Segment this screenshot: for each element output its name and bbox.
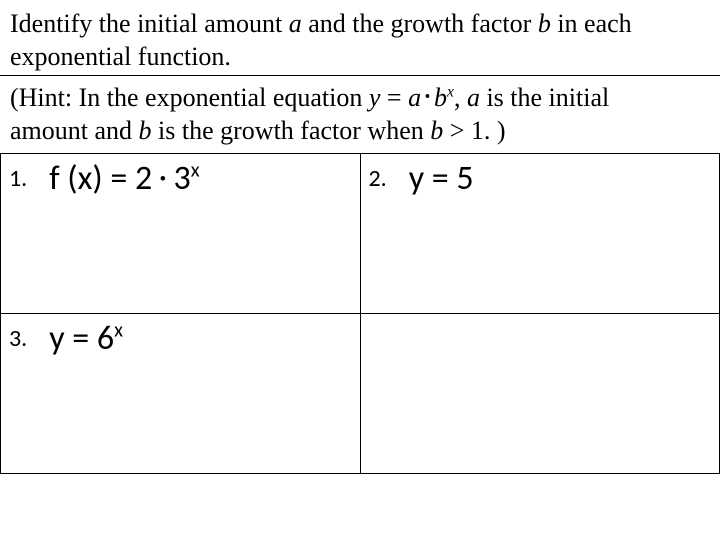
superscript-x: x — [191, 159, 200, 183]
superscript-x: x — [447, 83, 454, 100]
eq-text: f (x) = 2 — [49, 158, 160, 199]
dot-operator: • — [421, 89, 434, 105]
var-b: b — [538, 9, 551, 38]
dot-operator: • — [160, 169, 166, 188]
hint-text: is the growth factor when — [152, 116, 431, 145]
cell-3: 3. y = 6x — [1, 314, 361, 474]
equation-1: f (x) = 2 • 3x — [27, 158, 199, 199]
instruction-text: and the growth factor — [302, 9, 538, 38]
var-a: a — [289, 9, 302, 38]
eq-text: y = 6 — [49, 318, 114, 359]
superscript-x: x — [114, 319, 123, 343]
cell-4 — [360, 314, 720, 474]
eq-text: 3 — [166, 158, 191, 199]
var-a: a — [408, 83, 421, 112]
equation-3: y = 6x — [27, 318, 123, 359]
hint-text: > 1. ) — [443, 116, 505, 145]
var-y: y — [369, 83, 381, 112]
hint-text: = — [380, 83, 408, 112]
hint-text: amount and — [10, 116, 139, 145]
problems-table: 1. f (x) = 2 • 3x 2. y = 5 3. y = 6x — [0, 153, 720, 474]
hint-text: (Hint: In the exponential equation — [10, 83, 369, 112]
var-a: a — [467, 83, 480, 112]
cell-1: 1. f (x) = 2 • 3x — [1, 154, 361, 314]
hint-text: is the initial — [480, 83, 609, 112]
hint-text: , — [454, 83, 467, 112]
equation-2: y = 5 — [387, 158, 474, 199]
var-b: b — [430, 116, 443, 145]
var-b: b — [434, 83, 447, 112]
instruction-text: exponential function. — [10, 42, 231, 71]
instruction-text: in each — [551, 9, 632, 38]
cell-2: 2. y = 5 — [360, 154, 720, 314]
instruction-text: Identify the initial amount — [10, 9, 289, 38]
problem-number: 1. — [9, 158, 27, 193]
hint-block: (Hint: In the exponential equation y = a… — [0, 76, 720, 153]
var-b: b — [139, 116, 152, 145]
problem-number: 2. — [369, 158, 387, 193]
problem-number: 3. — [9, 318, 27, 353]
instruction-block: Identify the initial amount a and the gr… — [0, 0, 720, 76]
